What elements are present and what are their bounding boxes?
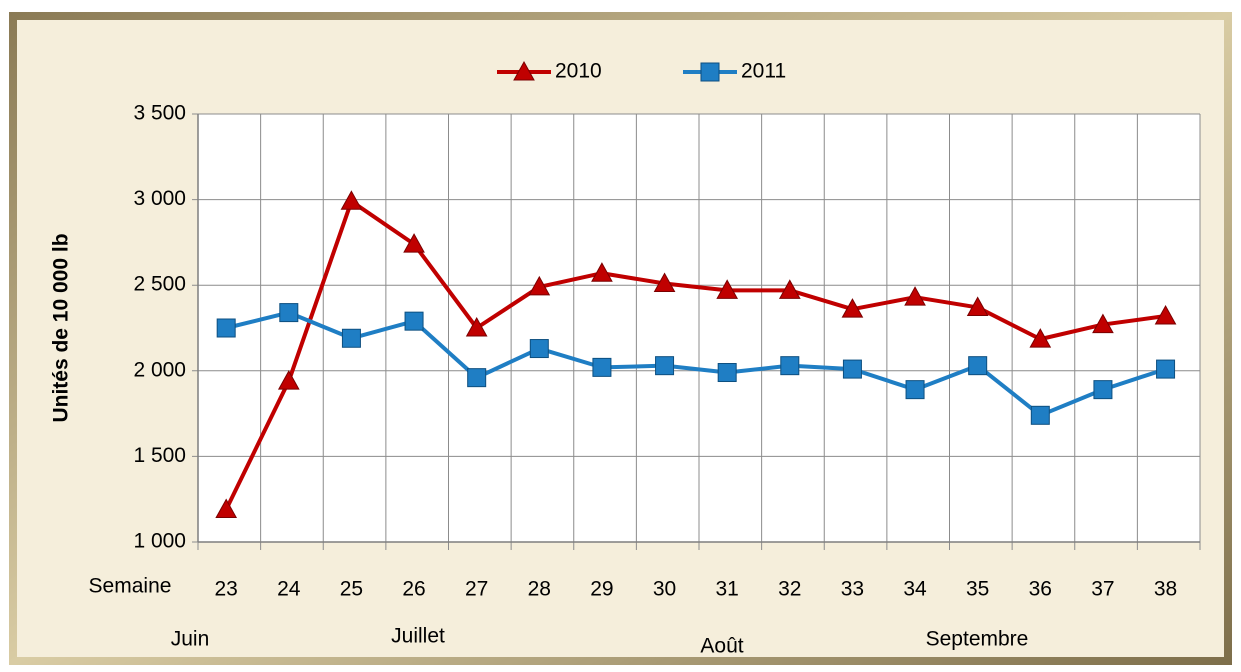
marker <box>717 363 737 383</box>
x-axis-label: Semaine <box>89 575 172 598</box>
month-label: Septembre <box>926 628 1029 651</box>
x-tick-label: 26 <box>402 578 425 601</box>
x-tick-label: 35 <box>966 578 989 601</box>
marker <box>467 368 487 388</box>
legend-label: 2011 <box>741 60 786 83</box>
legend-marker <box>700 62 720 82</box>
marker <box>842 359 862 379</box>
x-tick-label: 27 <box>465 578 488 601</box>
x-tick-label: 36 <box>1029 578 1052 601</box>
marker <box>529 339 549 359</box>
legend-label: 2010 <box>555 60 602 83</box>
marker <box>841 298 864 318</box>
x-tick-label: 29 <box>590 578 613 601</box>
marker <box>778 279 801 299</box>
x-tick-label: 23 <box>215 578 238 601</box>
x-tick-label: 38 <box>1154 578 1177 601</box>
x-tick-label: 25 <box>340 578 363 601</box>
marker <box>653 272 676 292</box>
marker <box>780 356 800 376</box>
marker <box>1156 359 1176 379</box>
marker <box>465 316 488 337</box>
y-tick-label: 3 500 <box>133 102 186 125</box>
marker <box>968 356 988 376</box>
marker <box>216 318 236 338</box>
marker <box>1093 380 1113 400</box>
x-tick-label: 28 <box>528 578 551 601</box>
marker <box>591 262 613 282</box>
x-tick-label: 34 <box>903 578 927 601</box>
x-tick-label: 24 <box>277 578 301 601</box>
y-tick-label: 2 000 <box>133 358 186 381</box>
marker <box>1154 304 1177 325</box>
marker <box>528 275 551 296</box>
marker <box>1092 313 1114 334</box>
marker <box>966 296 989 316</box>
x-tick-label: 37 <box>1091 578 1114 601</box>
x-tick-label: 32 <box>778 578 801 601</box>
legend-marker <box>513 60 535 81</box>
y-tick-label: 1 000 <box>133 530 186 553</box>
marker <box>592 357 612 377</box>
marker <box>403 233 425 253</box>
y-tick-label: 1 500 <box>133 444 186 467</box>
marker <box>1030 405 1050 425</box>
marker <box>341 328 361 348</box>
month-label: Juillet <box>391 625 445 648</box>
marker <box>215 498 238 518</box>
marker <box>716 279 739 299</box>
series-line <box>225 310 1167 418</box>
x-tick-label: 33 <box>841 578 864 601</box>
marker <box>905 380 925 400</box>
marker <box>655 356 675 376</box>
month-label: Août <box>700 635 743 658</box>
marker <box>904 286 926 306</box>
x-tick-label: 30 <box>653 578 676 601</box>
marker <box>277 370 300 390</box>
month-label: Juin <box>171 628 210 651</box>
marker <box>404 311 424 331</box>
marker <box>279 303 299 323</box>
marker <box>340 190 363 210</box>
y-tick-label: 2 500 <box>133 273 186 296</box>
y-tick-label: 3 000 <box>133 187 186 210</box>
x-tick-label: 31 <box>716 578 739 601</box>
marker <box>1029 328 1052 348</box>
y-axis-label: Unités de 10 000 lb <box>50 233 73 422</box>
series-line <box>224 199 1166 511</box>
